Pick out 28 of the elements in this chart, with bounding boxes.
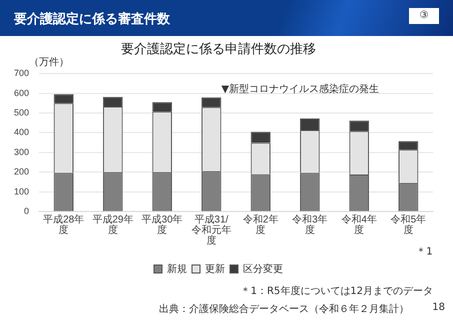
y-tick-label: 500 [14,107,30,118]
y-tick-label: 200 [14,166,30,177]
y-tick-label: 100 [14,186,30,196]
x-tick-label: 平成30年度 [142,214,183,236]
x-tick-label: 令和4年度 [341,214,377,236]
y-axis-title: （万件） [29,57,70,68]
text: ＊1：R5年度については12月までのデータ [240,284,433,298]
text: ＊1 [416,246,433,258]
y-tick-label: 0 [24,206,30,216]
legend-label: 更新 [205,262,225,275]
x-tick-label: 令和3年度 [292,214,328,236]
y-tick-label: 400 [14,127,30,138]
x-tick-label: 令和2年度 [242,214,278,236]
chart-title: 要介護認定に係る審査件数 [14,10,170,28]
y-tick-label: 600 [14,88,30,98]
x-tick-label: 平成28年度 [43,214,84,236]
source-note: 出典：介護保険総合データベース（令和６年２月集計） [159,302,409,316]
chart-subtitle: 要介護認定に係る申請件数の推移 [121,42,316,58]
legend-label: 新規 [167,262,187,275]
text: 18 [432,302,445,313]
legend-label: 区分変更 [243,262,283,275]
annotation: ▼新型コロナウイルス感染症の発生 [221,83,380,96]
text: ③ [409,8,439,24]
x-tick-label: 平成29年度 [92,214,134,236]
x-tick-label: 令和5年度 [390,214,426,236]
x-tick-label: 平成31/令和元年度 [191,214,232,246]
y-tick-label: 300 [14,146,30,157]
y-tick-label: 700 [14,68,30,78]
